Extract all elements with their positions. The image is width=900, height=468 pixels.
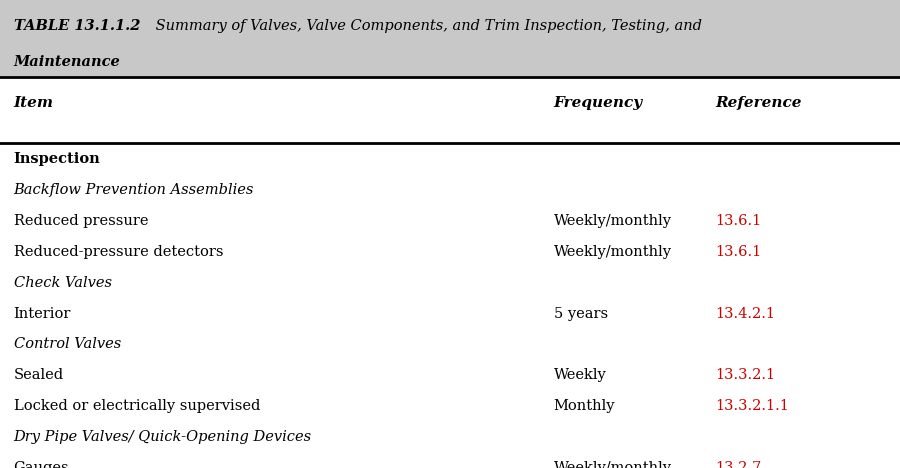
Text: Control Valves: Control Valves	[14, 337, 121, 351]
Text: 13.4.2.1: 13.4.2.1	[716, 307, 776, 321]
Text: Weekly: Weekly	[554, 368, 607, 382]
Bar	[0, 0, 900, 77]
Text: TABLE 13.1.1.2: TABLE 13.1.1.2	[14, 19, 140, 33]
Text: Gauges: Gauges	[14, 461, 69, 468]
Text: Monthly: Monthly	[554, 399, 615, 413]
Text: 13.3.2.1.1: 13.3.2.1.1	[716, 399, 789, 413]
Text: 13.3.2.1: 13.3.2.1	[716, 368, 776, 382]
Text: Reduced pressure: Reduced pressure	[14, 214, 148, 228]
Text: Locked or electrically supervised: Locked or electrically supervised	[14, 399, 260, 413]
Text: Check Valves: Check Valves	[14, 276, 112, 290]
Text: Interior: Interior	[14, 307, 71, 321]
Text: 13.6.1: 13.6.1	[716, 214, 761, 228]
Text: 13.2.7: 13.2.7	[716, 461, 761, 468]
Text: Maintenance: Maintenance	[14, 55, 121, 69]
Text: Dry Pipe Valves/ Quick-Opening Devices: Dry Pipe Valves/ Quick-Opening Devices	[14, 430, 311, 444]
Text: Reduced-pressure detectors: Reduced-pressure detectors	[14, 245, 223, 259]
Text: Weekly/monthly: Weekly/monthly	[554, 461, 671, 468]
Text: Reference: Reference	[716, 96, 802, 110]
Text: Sealed: Sealed	[14, 368, 64, 382]
Text: 5 years: 5 years	[554, 307, 608, 321]
Text: Item: Item	[14, 96, 53, 110]
Text: Weekly/monthly: Weekly/monthly	[554, 214, 671, 228]
Text: Summary of Valves, Valve Components, and Trim Inspection, Testing, and: Summary of Valves, Valve Components, and…	[151, 19, 702, 33]
Text: Backflow Prevention Assemblies: Backflow Prevention Assemblies	[14, 183, 254, 197]
Text: Inspection: Inspection	[14, 152, 100, 166]
Text: 13.6.1: 13.6.1	[716, 245, 761, 259]
Text: Weekly/monthly: Weekly/monthly	[554, 245, 671, 259]
Text: Frequency: Frequency	[554, 96, 643, 110]
